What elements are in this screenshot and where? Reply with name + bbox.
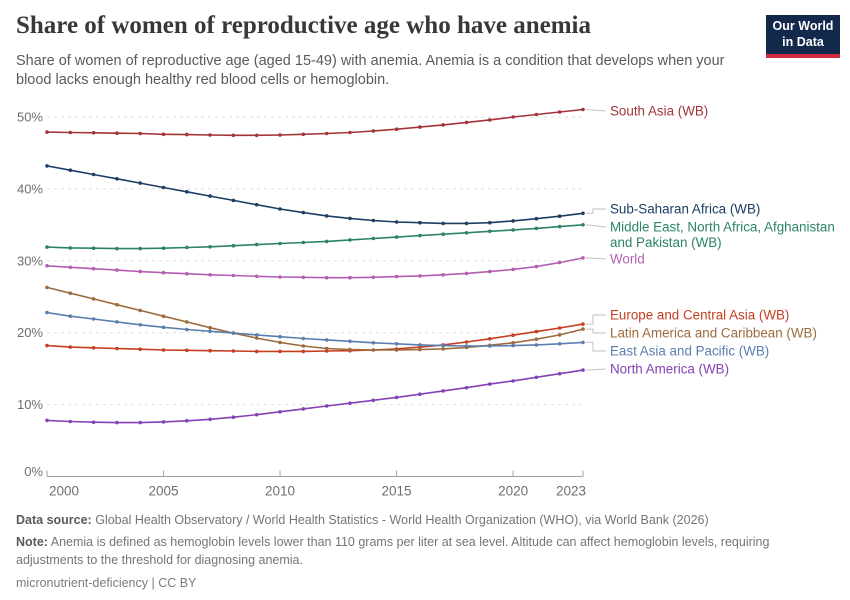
legend-connector — [586, 341, 606, 352]
series-line-europe-and-central-asia-wb[interactable] — [46, 323, 584, 353]
x-axis-tick-label: 2000 — [49, 484, 79, 499]
x-axis-tick-label: 2015 — [382, 484, 412, 499]
legend-label-world[interactable]: World — [610, 252, 645, 267]
series-points-world[interactable] — [45, 256, 585, 280]
series-points-east-asia-and-pacific-wb[interactable] — [45, 310, 585, 348]
legend-label-europe-and-central-asia-wb[interactable]: Europe and Central Asia (WB) — [610, 308, 789, 323]
note-label: Note: — [16, 535, 48, 549]
series-line-sub-saharan-africa-wb[interactable] — [46, 165, 584, 225]
y-axis-tick-label: 0% — [24, 464, 43, 479]
legend-connector — [586, 208, 606, 214]
legend-connector — [585, 224, 607, 228]
legend-connector — [586, 328, 606, 334]
series-line-world[interactable] — [46, 257, 584, 279]
series-points-north-america-wb[interactable] — [45, 368, 585, 425]
series-line-east-asia-and-pacific-wb[interactable] — [46, 311, 584, 347]
datasource-label: Data source: — [16, 513, 92, 527]
series-line-south-asia-wb[interactable] — [46, 108, 584, 137]
x-axis-tick-label: 2020 — [498, 484, 528, 499]
series-points-latin-america-and-caribbean-wb[interactable] — [45, 285, 585, 352]
legend-label-east-asia-and-pacific-wb[interactable]: East Asia and Pacific (WB) — [610, 344, 769, 359]
legend-connector — [585, 109, 607, 112]
legend-connector — [585, 257, 607, 260]
note-text: Anemia is defined as hemoglobin levels l… — [16, 535, 770, 567]
series-points-south-asia-wb[interactable] — [45, 107, 585, 138]
series-line-north-america-wb[interactable] — [46, 369, 584, 424]
license-line: micronutrient-deficiency | CC BY — [16, 576, 197, 590]
y-axis-tick-label: 40% — [17, 181, 43, 196]
legend-label-latin-america-and-caribbean-wb[interactable]: Latin America and Caribbean (WB) — [610, 326, 817, 341]
owid-logo-line1: Our World — [772, 19, 834, 33]
legend-label-sub-saharan-africa-wb[interactable]: Sub-Saharan Africa (WB) — [610, 202, 760, 217]
chart-subtitle: Share of women of reproductive age (aged… — [16, 53, 725, 89]
series-points-middle-east-north-africa-afghanistan-and-pakistan-wb[interactable] — [45, 223, 585, 251]
datasource-text: Global Health Observatory / World Health… — [95, 513, 709, 527]
legend-label-middle-east-north-africa-afghanistan-and-pakistan-wb[interactable]: Middle East, North Africa, Afghanistan an… — [610, 220, 835, 251]
owid-logo[interactable]: Our World in Data — [766, 15, 840, 59]
legend-label-north-america-wb[interactable]: North America (WB) — [610, 362, 729, 377]
owid-logo-line2: in Data — [782, 34, 824, 49]
series-line-middle-east-north-africa-afghanistan-and-pakistan-wb[interactable] — [46, 224, 584, 250]
x-axis-tick-label: 2023 — [556, 484, 586, 499]
legend-connector — [586, 314, 606, 325]
x-axis-tick-label: 2010 — [265, 484, 295, 499]
series-line-latin-america-and-caribbean-wb[interactable] — [46, 286, 584, 351]
x-axis-tick-label: 2005 — [148, 484, 178, 499]
legend-label-south-asia-wb[interactable]: South Asia (WB) — [610, 104, 708, 119]
series-points-sub-saharan-africa-wb[interactable] — [45, 164, 585, 226]
y-axis-tick-label: 50% — [17, 110, 43, 125]
page-title: Share of women of reproductive age who h… — [16, 12, 591, 39]
y-axis-tick-label: 10% — [17, 397, 43, 412]
note-line: Note: Anemia is defined as hemoglobin le… — [16, 533, 828, 569]
datasource-line: Data source: Global Health Observatory /… — [16, 511, 828, 529]
y-axis-tick-label: 30% — [17, 253, 43, 268]
chart-plot-area: 0% 10% 20% 30% 40% 50% 2000 2005 2010 2015 2020 202… — [17, 104, 835, 499]
chart-footer: Data source: Global Health Observatory /… — [16, 511, 828, 592]
y-axis-tick-label: 20% — [17, 325, 43, 340]
legend-connector — [585, 368, 607, 371]
